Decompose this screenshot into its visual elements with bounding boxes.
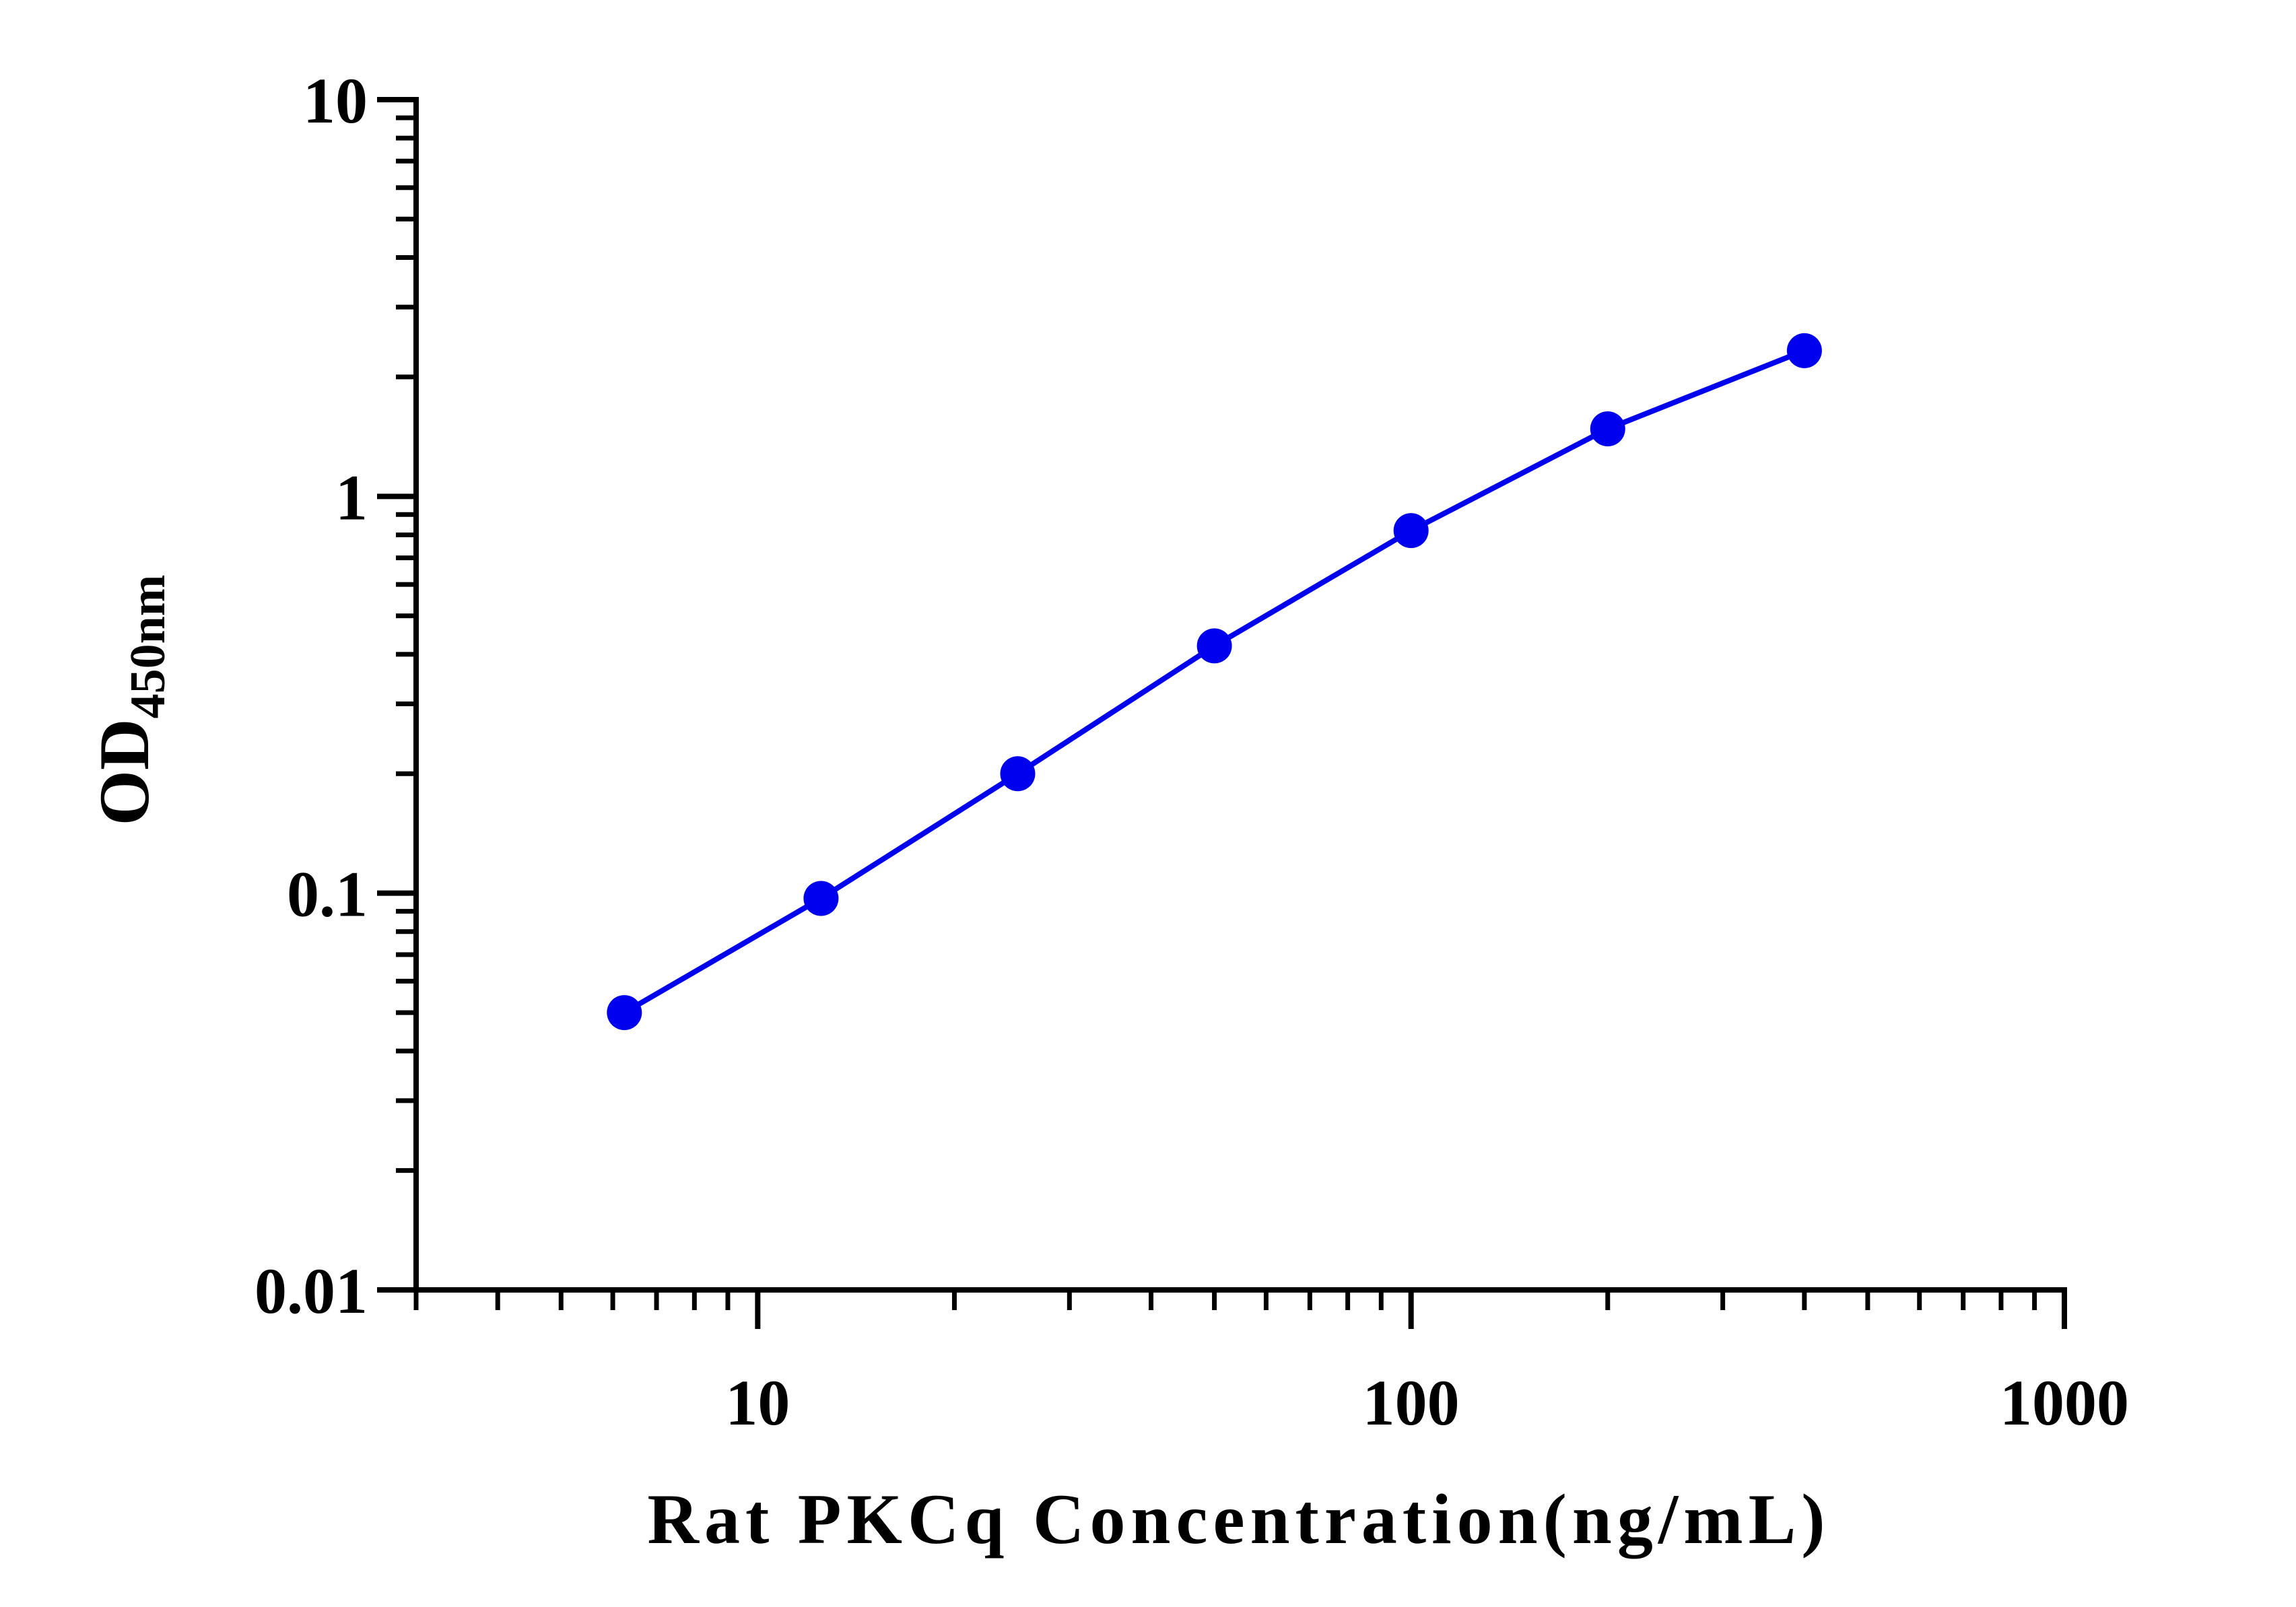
x-axis-ticks: 10 100 1000	[725, 1290, 2129, 1439]
x-tick-label: 10	[725, 1367, 790, 1439]
y-axis-title-subscript: 450nm	[121, 575, 176, 719]
y-minor-ticks	[396, 115, 416, 1173]
y-axis-title-main: OD	[85, 718, 164, 825]
series-layer	[607, 333, 1822, 1031]
data-point	[1393, 513, 1429, 549]
y-axis-ticks: 0.01 0.1 1 10	[255, 65, 416, 1327]
x-tick-label: 100	[1363, 1367, 1460, 1439]
data-point	[1590, 411, 1625, 446]
data-point	[803, 881, 839, 916]
y-tick-label: 0.1	[287, 858, 368, 930]
y-tick-label: 0.01	[255, 1255, 368, 1327]
y-tick-label: 1	[335, 461, 368, 533]
y-axis-title: OD450nm	[85, 575, 176, 826]
data-point	[1000, 756, 1036, 792]
x-minor-ticks	[413, 1290, 2037, 1310]
series-line	[623, 348, 1806, 1015]
data-point	[1196, 628, 1232, 664]
data-point	[1786, 333, 1822, 368]
y-tick-label: 10	[303, 65, 368, 137]
x-tick-label: 1000	[2000, 1367, 2129, 1439]
data-point	[607, 995, 642, 1031]
x-axis-title: Rat PKCq Concentration(ng/mL)	[647, 1480, 1830, 1559]
